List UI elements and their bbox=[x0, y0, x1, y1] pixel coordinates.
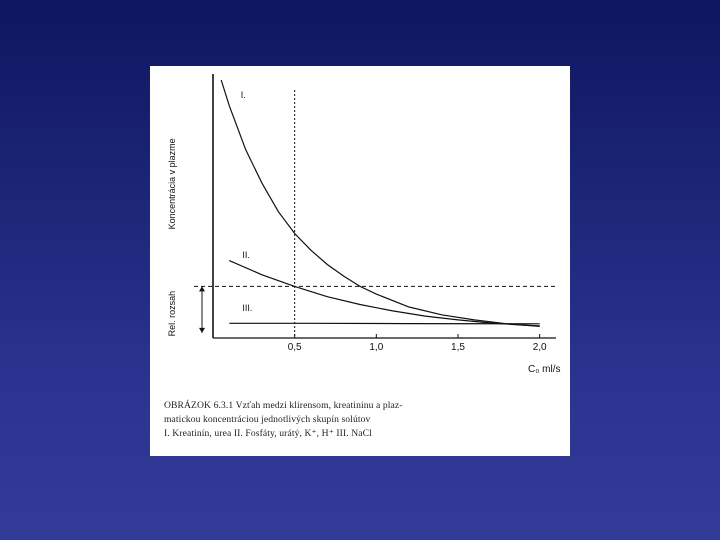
figure-caption: OBRÁZOK 6.3.1 Vzťah medzi klírensom, kre… bbox=[164, 399, 564, 441]
curve-2 bbox=[229, 260, 540, 327]
x-tick-label: 2,0 bbox=[533, 342, 547, 353]
curves bbox=[220, 79, 540, 327]
range-marker-arrow-top bbox=[199, 286, 205, 292]
labels: 0,5 1,0 1,5 2,0 C₀ ml/s Koncentrácia v plazme… bbox=[167, 90, 560, 375]
caption-line-1: OBRÁZOK 6.3.1 Vzťah medzi klírensom, kre… bbox=[164, 400, 403, 411]
curve-3 bbox=[229, 322, 540, 325]
caption-line-2: matickou koncentráciou jednotlivých skup… bbox=[164, 414, 371, 425]
figure-image: 0,5 1,0 1,5 2,0 C₀ ml/s Koncentrácia v plazme… bbox=[150, 66, 570, 456]
y-axis-label-bottom: Rel. rozsah bbox=[167, 291, 177, 337]
x-tick-label: 1,5 bbox=[451, 342, 465, 353]
series-label-3: III. bbox=[242, 303, 252, 313]
series-label-2: II. bbox=[242, 250, 250, 260]
range-marker-arrow-bottom bbox=[199, 327, 205, 333]
curve-1 bbox=[220, 79, 540, 327]
y-axis-label-top: Koncentrácia v plazme bbox=[167, 138, 177, 229]
caption-line-3: I. Kreatinín, urea II. Fosfáty, urátý, K… bbox=[164, 428, 372, 439]
axes bbox=[199, 74, 556, 339]
x-tick-label: 1,0 bbox=[369, 342, 383, 353]
x-tick-label: 0,5 bbox=[288, 342, 302, 353]
chart: 0,5 1,0 1,5 2,0 C₀ ml/s Koncentrácia v plazme… bbox=[167, 74, 560, 375]
series-label-1: I. bbox=[241, 90, 246, 100]
reference-lines bbox=[194, 90, 556, 338]
x-axis-label: C₀ ml/s bbox=[528, 364, 560, 375]
